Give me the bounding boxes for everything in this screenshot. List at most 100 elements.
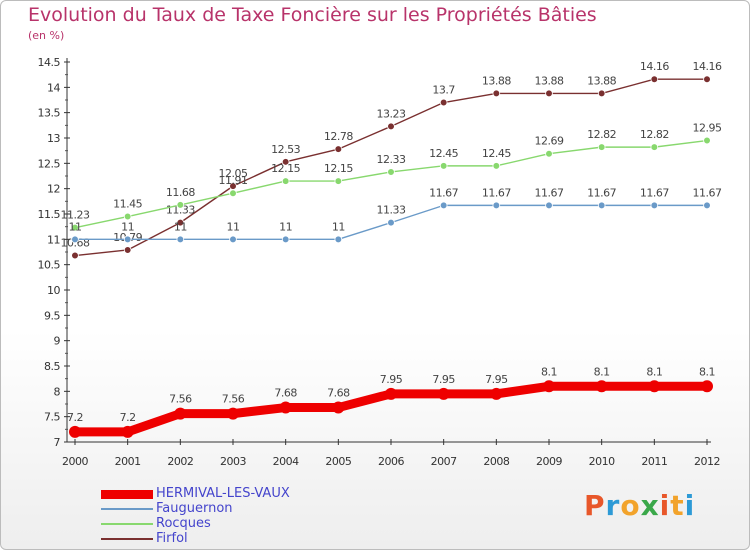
data-label: 7.95 [380,373,403,386]
data-label: 13.23 [377,107,406,120]
data-label: 11.67 [429,186,458,199]
data-label: 8.1 [594,365,610,378]
data-label: 12.95 [693,122,722,135]
data-point [545,89,553,98]
y-tick-label: 7.5 [44,411,60,424]
logo-letter: r [605,489,621,522]
data-label: 7.68 [274,387,297,400]
data-point [545,149,553,158]
data-point [597,143,606,151]
data-label: 8.1 [699,365,715,378]
legend-swatch [101,508,153,510]
data-point [387,218,395,227]
data-label: 13.88 [482,74,511,87]
data-point [437,387,450,400]
y-tick-label: 13.5 [38,107,61,120]
data-label: 11.67 [482,186,511,199]
data-label: 7.56 [222,393,245,406]
data-point [334,235,343,244]
data-label: 11.33 [377,204,406,217]
chart-subtitle: (en %) [28,29,65,42]
x-tick-label: 2004 [273,455,299,468]
data-label: 12.45 [482,147,511,160]
data-label: 11 [279,220,292,233]
logo-letter: o [620,489,641,522]
data-point [545,201,553,210]
proxiti-logo: Proxiti [584,489,695,522]
logo-letter: t [670,489,685,522]
legend-label: Rocques [156,516,211,531]
logo-letter: P [584,489,606,522]
data-label: 12.45 [429,147,458,160]
data-point [69,425,81,438]
data-label: 13.88 [587,74,616,87]
y-tick-label: 8.5 [44,360,60,373]
data-point [703,75,711,84]
y-tick-label: 11.5 [38,208,61,221]
data-label: 7.56 [169,393,192,406]
logo-letter: i [659,489,671,522]
data-point [123,212,132,221]
data-point [229,189,237,198]
data-label: 14.16 [640,60,669,73]
y-tick-label: 11 [47,233,60,246]
data-label: 11.67 [640,186,669,199]
data-point [174,407,187,420]
data-label: 13.88 [535,74,564,87]
x-tick-label: 2003 [220,455,246,468]
x-tick-label: 2006 [378,455,404,468]
data-point [176,235,185,244]
data-label: 12.05 [219,167,248,180]
data-point [279,401,292,414]
data-point [334,145,343,153]
data-point [123,246,132,254]
data-point [648,380,661,393]
data-label: 14.16 [693,60,722,73]
data-label: 11.23 [61,209,90,222]
data-label: 7.95 [432,373,455,386]
data-label: 11 [69,220,82,233]
data-point [121,425,134,438]
data-label: 12.15 [324,162,353,175]
data-label: 11 [174,220,187,233]
data-point [71,223,79,232]
y-tick-label: 12 [47,183,60,196]
x-tick-label: 2012 [694,455,720,468]
data-label: 12.33 [377,153,406,166]
data-label: 12.82 [587,128,616,141]
data-point [492,201,501,210]
legend-swatch [101,538,153,540]
data-point [650,143,659,151]
data-point [71,251,79,260]
logo-letter: x [640,489,660,522]
y-tick-label: 9.5 [44,309,60,322]
y-tick-label: 10.5 [38,259,61,272]
data-point [595,380,608,393]
data-point [703,136,711,145]
legend-swatch [101,489,153,499]
y-tick-label: 7 [54,436,61,449]
data-point [701,380,713,393]
data-point [439,98,448,107]
y-tick-label: 13 [47,132,60,145]
y-tick-label: 12.5 [38,157,61,170]
data-label: 11.67 [693,186,722,199]
data-label: 12.53 [271,143,300,156]
x-tick-label: 2005 [325,455,351,468]
data-point [597,201,606,210]
data-point [176,201,185,209]
y-tick-label: 10 [47,284,60,297]
data-point [439,201,448,210]
data-label: 7.68 [327,387,350,400]
data-point [281,177,290,185]
legend-label: Fauguernon [156,501,233,516]
data-label: 7.2 [120,411,136,424]
legend-swatch [101,523,153,525]
data-point [334,177,343,185]
data-label: 11.91 [219,174,248,187]
data-point [227,407,239,420]
data-point [650,75,659,84]
data-label: 11 [121,220,134,233]
data-point [176,218,185,227]
